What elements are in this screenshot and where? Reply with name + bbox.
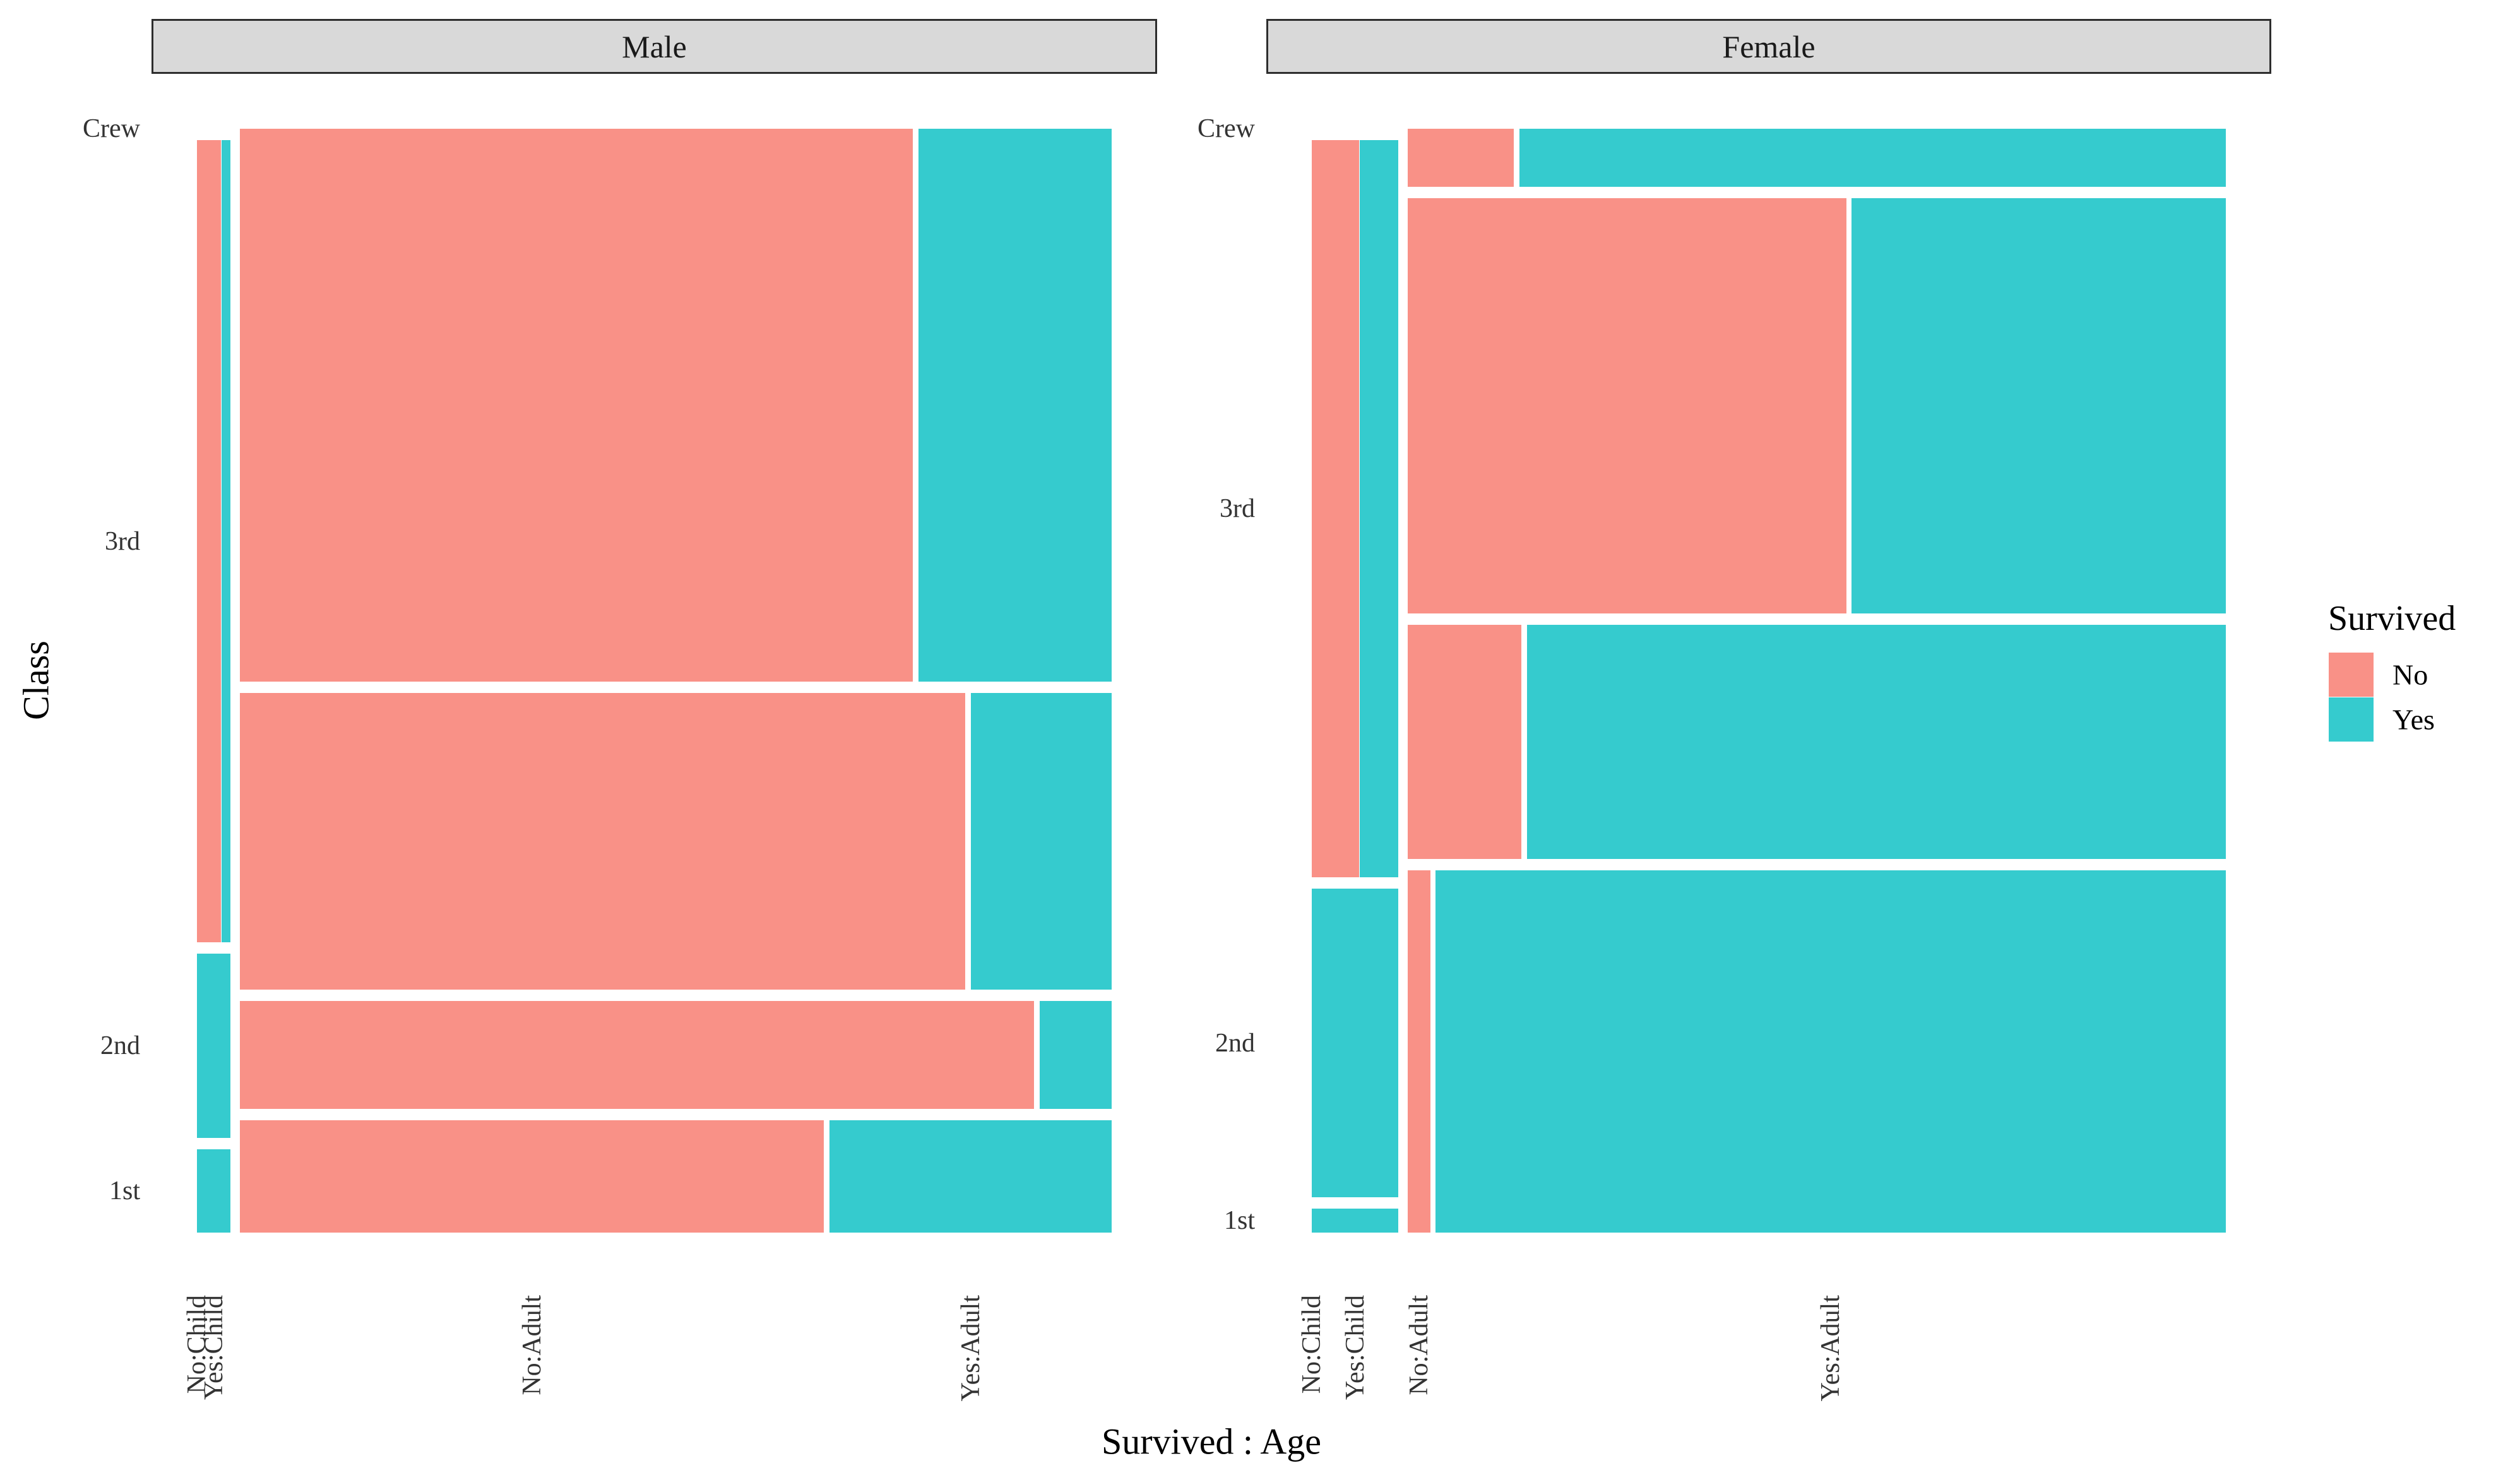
y-tick-label: 1st	[1223, 1206, 1255, 1236]
y-tick-label: 2nd	[1215, 1028, 1255, 1058]
mosaic-rect	[1312, 888, 1399, 1198]
mosaic-rect	[829, 1120, 1112, 1233]
y-tick-label: 1st	[109, 1176, 140, 1205]
mosaic-rect	[1851, 198, 2226, 613]
y-tick-label: 3rd	[1220, 494, 1255, 523]
legend-label-yes: Yes	[2392, 703, 2435, 736]
mosaic-rect	[240, 1001, 1034, 1110]
x-axis-title: Survived : Age	[1102, 1421, 1321, 1462]
x-tick-label: No:Child	[1297, 1295, 1326, 1394]
mosaic-rect	[1312, 140, 1359, 877]
mosaic-rect	[1408, 870, 1430, 1233]
facet-strip-male: Male	[152, 19, 1157, 74]
facet-strip-female: Female	[1266, 19, 2271, 74]
mosaic-rect	[1408, 129, 1514, 187]
mosaic-rect	[240, 129, 913, 682]
mosaic-rect	[197, 954, 231, 1138]
legend-key-no-swatch	[2329, 653, 2374, 697]
x-tick-label: Yes:Adult	[1816, 1295, 1846, 1402]
y-tick-label: 3rd	[105, 526, 140, 556]
mosaic-rect	[1359, 140, 1399, 877]
x-tick-label: Yes:Adult	[956, 1295, 985, 1402]
x-tick-label: Yes:Child	[1340, 1295, 1370, 1400]
facet-strip-female-label: Female	[1722, 28, 1816, 64]
x-tick-label: No:Adult	[1405, 1295, 1434, 1395]
facet-strip-male-label: Male	[622, 28, 687, 64]
legend-label-no: No	[2392, 658, 2428, 691]
mosaic-rect	[1526, 624, 2226, 859]
mosaic-rect	[1408, 198, 1846, 613]
legend-title: Survived	[2328, 599, 2456, 638]
legend-key-yes-swatch	[2329, 697, 2374, 742]
x-tick-label: Yes:Child	[199, 1295, 229, 1400]
mosaic-rect	[1408, 624, 1522, 859]
y-tick-label: Crew	[1198, 114, 1255, 143]
mosaic-rect	[240, 693, 966, 990]
x-tick-label: No:Adult	[517, 1295, 547, 1395]
y-tick-label: Crew	[83, 114, 140, 143]
y-tick-label: 2nd	[100, 1031, 140, 1060]
mosaic-rect	[197, 1149, 231, 1233]
mosaic-rect	[918, 129, 1112, 682]
mosaic-rect	[1039, 1001, 1112, 1110]
mosaic-rect	[1312, 1209, 1399, 1233]
mosaic-rect	[221, 140, 231, 943]
mosaic-rect	[1435, 870, 2226, 1233]
y-axis-title: Class	[15, 641, 57, 720]
mosaic-rect	[240, 1120, 824, 1233]
mosaic-rect	[1519, 129, 2226, 187]
mosaic-rect	[971, 693, 1112, 990]
mosaic-rect	[197, 140, 222, 943]
